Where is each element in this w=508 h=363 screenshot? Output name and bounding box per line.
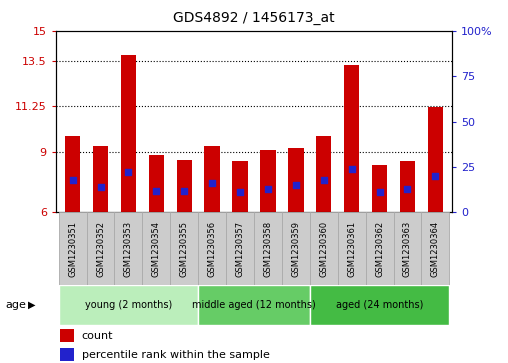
Text: GSM1230358: GSM1230358: [264, 221, 272, 277]
Bar: [60, 329, 74, 342]
Text: GSM1230357: GSM1230357: [236, 221, 244, 277]
Bar: [428, 107, 443, 212]
Bar: [60, 348, 74, 361]
Bar: [310, 212, 338, 285]
Text: GSM1230353: GSM1230353: [124, 221, 133, 277]
Bar: [282, 212, 310, 285]
Text: GSM1230362: GSM1230362: [375, 221, 384, 277]
Bar: [394, 212, 422, 285]
Bar: [288, 148, 304, 212]
Text: percentile rank within the sample: percentile rank within the sample: [82, 350, 270, 360]
Point: [236, 189, 244, 195]
Point: [292, 182, 300, 188]
Text: GSM1230359: GSM1230359: [292, 221, 300, 277]
Bar: [177, 160, 192, 212]
Point: [264, 186, 272, 192]
Bar: [204, 146, 220, 212]
Point: [320, 177, 328, 183]
Bar: [86, 212, 114, 285]
Point: [403, 186, 411, 192]
Bar: [198, 212, 226, 285]
Text: young (2 months): young (2 months): [85, 300, 172, 310]
Bar: [260, 150, 276, 212]
Point: [152, 188, 161, 193]
Bar: [338, 212, 366, 285]
Point: [375, 189, 384, 195]
Bar: [316, 136, 331, 212]
Text: GSM1230363: GSM1230363: [403, 221, 412, 277]
Bar: [142, 212, 170, 285]
Bar: [93, 146, 108, 212]
Text: middle aged (12 months): middle aged (12 months): [192, 300, 316, 310]
Text: age: age: [5, 300, 26, 310]
Bar: [232, 161, 248, 212]
Point: [180, 188, 188, 193]
Bar: [226, 212, 254, 285]
Bar: [170, 212, 198, 285]
Bar: [344, 65, 359, 212]
Text: GSM1230360: GSM1230360: [319, 221, 328, 277]
Bar: [422, 212, 450, 285]
Bar: [58, 212, 86, 285]
Text: GSM1230352: GSM1230352: [96, 221, 105, 277]
Bar: [149, 155, 164, 212]
Bar: [254, 212, 282, 285]
Point: [124, 170, 133, 175]
Bar: [121, 55, 136, 212]
Point: [97, 184, 105, 190]
Bar: [58, 285, 198, 325]
Text: count: count: [82, 331, 113, 340]
Text: GSM1230364: GSM1230364: [431, 221, 440, 277]
Point: [347, 166, 356, 172]
Point: [431, 173, 439, 179]
Text: GSM1230354: GSM1230354: [152, 221, 161, 277]
Bar: [372, 165, 387, 212]
Text: aged (24 months): aged (24 months): [336, 300, 423, 310]
Bar: [310, 285, 450, 325]
Point: [208, 180, 216, 186]
Bar: [366, 212, 394, 285]
Text: GSM1230356: GSM1230356: [208, 221, 216, 277]
Bar: [114, 212, 142, 285]
Bar: [198, 285, 310, 325]
Text: ▶: ▶: [28, 300, 36, 310]
Text: GSM1230355: GSM1230355: [180, 221, 189, 277]
Bar: [65, 136, 80, 212]
Bar: [400, 161, 415, 212]
Text: GDS4892 / 1456173_at: GDS4892 / 1456173_at: [173, 11, 335, 25]
Text: GSM1230361: GSM1230361: [347, 221, 356, 277]
Text: GSM1230351: GSM1230351: [68, 221, 77, 277]
Point: [69, 177, 77, 183]
